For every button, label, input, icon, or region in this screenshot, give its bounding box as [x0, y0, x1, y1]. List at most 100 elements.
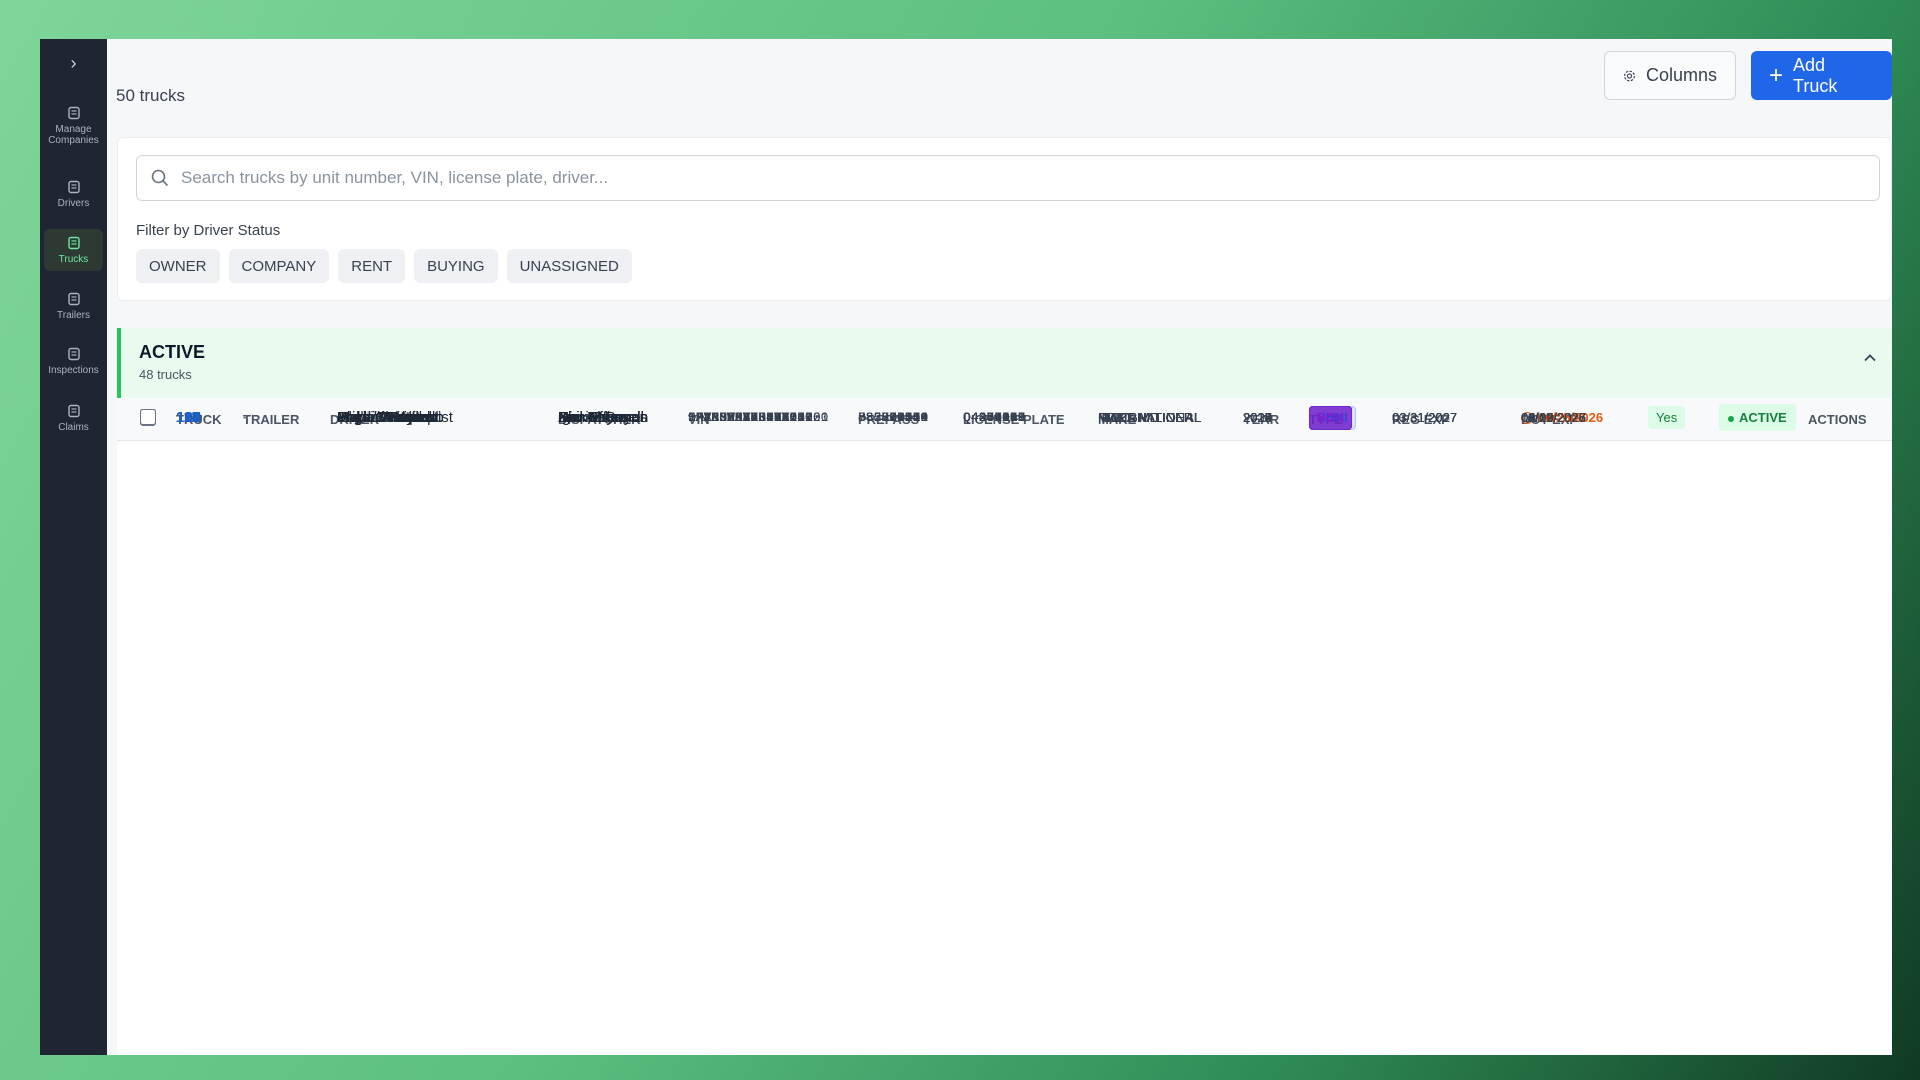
cell-dot-exp: 09/15/2026	[1521, 398, 1586, 437]
dispatcher-value: Nick Brennan	[558, 409, 649, 427]
reg-exp-value: 03/31/2027	[1392, 410, 1458, 426]
cell-prepass: 882769330	[858, 398, 928, 437]
sidebar-item[interactable]: Manage Companies	[44, 99, 103, 152]
column-header: REG EXP	[1392, 412, 1450, 427]
dot-exp-value: 08/25/2026	[1521, 410, 1587, 426]
cell-vin: 3HAEUMM3SL510228	[688, 398, 813, 437]
cell-dispatcher: Igor Petrov	[558, 398, 631, 437]
cell-type: BOX	[1309, 398, 1353, 437]
dot-exp-value: 09/11/2026	[1521, 410, 1586, 426]
trailer-value: -	[243, 409, 248, 427]
cell-make: FREIGHTLINER	[1098, 398, 1193, 437]
truck-link[interactable]: 123	[176, 409, 202, 427]
cell-vin: 3ALACWDX2HDHV040	[688, 398, 813, 437]
cell-vin: 1HTMMML4PH552210	[688, 398, 813, 437]
trailer-value: -	[243, 409, 248, 427]
dot-exp-value: 09/03/2026	[1521, 410, 1587, 426]
sidebar-item[interactable]: Trailers	[44, 285, 103, 327]
prepass-value: 882709554	[858, 410, 929, 426]
driver-name: No driver	[337, 409, 398, 427]
column-header: MAKE	[1098, 412, 1137, 427]
sidebar-icon	[67, 404, 80, 418]
truck-link[interactable]: 124	[176, 409, 202, 427]
type-badge: BOX	[1309, 405, 1353, 430]
truck-link[interactable]: 117	[176, 409, 201, 427]
cell-dispatcher: Ron Maxwell	[558, 398, 644, 437]
cell-dot-exp: 01/09/2027	[1521, 398, 1586, 437]
filter-chip[interactable]: BUYING	[414, 249, 498, 283]
truck-link[interactable]: 116	[176, 409, 201, 427]
section-header[interactable]: ACTIVE 48 trucks	[117, 328, 1892, 398]
make-value: INTERNATIONAL	[1098, 410, 1202, 426]
reg-exp-value: 03/31/2027	[1392, 410, 1458, 426]
plate-value: Q4286281	[963, 410, 1026, 426]
prepass-value: 882897330	[858, 410, 929, 426]
cell-year: 2025	[1243, 398, 1272, 437]
truck-link[interactable]: 125	[176, 409, 202, 427]
make-value: FREIGHTLINER	[1098, 410, 1194, 426]
cell-driver: Priya Sharma	[337, 398, 428, 437]
vin-value: 5PVNJ8GV2G4S603361	[688, 410, 829, 426]
trailer-value: -	[243, 409, 248, 427]
cell-reg-exp: 03/31/2027	[1392, 398, 1457, 437]
truck-link[interactable]: 109	[176, 409, 202, 427]
add-truck-button[interactable]: + Add Truck	[1751, 51, 1892, 100]
filter-label: Filter by Driver Status	[136, 222, 281, 239]
dispatcher-value: Phil Hayes	[558, 409, 630, 427]
cell-vin: 1FVACWF85SHVX337	[688, 398, 813, 437]
cell-driver: No driver	[337, 398, 398, 437]
cell-prepass: 882809001	[858, 398, 928, 437]
truck-link[interactable]: 119	[176, 409, 201, 427]
row-checkbox[interactable]	[140, 409, 156, 425]
driver-name: Olivia Carter	[337, 409, 421, 427]
filter-chip[interactable]: RENT	[338, 249, 406, 283]
prepass-value: 882764700	[858, 410, 929, 426]
filter-chip[interactable]: OWNER	[136, 249, 220, 283]
sidebar-item[interactable]: Trucks	[44, 229, 103, 271]
expand-sidebar[interactable]: ›	[70, 53, 77, 73]
cell-year: 2016	[1243, 398, 1272, 437]
type-badge: BOX	[1309, 405, 1353, 430]
year-value: 2016	[1243, 410, 1272, 426]
cell-vin: 1HTEUMM2LH443077	[688, 398, 813, 437]
truck-link[interactable]: 126	[176, 409, 202, 427]
truck-link[interactable]: 118	[176, 409, 201, 427]
dot-exp-value: 06/25/2026	[1538, 410, 1604, 426]
collapse-icon[interactable]	[1862, 350, 1878, 366]
cell-reg-exp: 03/31/2027	[1392, 398, 1457, 437]
vin-value: 3ALACWF5KDLL2280	[688, 410, 813, 426]
cell-reg-exp: 03/31/2027	[1392, 398, 1457, 437]
cell-prepass: 882764700	[858, 398, 928, 437]
make-value: INTERNATIONAL	[1098, 410, 1202, 426]
columns-button[interactable]: Columns	[1604, 51, 1736, 100]
cell-vin: 1HTEUMM9LH774503	[688, 398, 813, 437]
truck-link[interactable]: 120	[176, 409, 202, 427]
cell-truck: 123	[176, 398, 201, 437]
truck-link[interactable]: 121	[176, 409, 202, 427]
driver-name: Marcus Bennett	[337, 409, 443, 427]
year-value: 2018	[1243, 410, 1272, 426]
filter-chip[interactable]: UNASSIGNED	[506, 249, 632, 283]
vin-value: 1HTEUMM2LH443077	[688, 410, 813, 426]
year-value: 2020	[1243, 410, 1272, 426]
sidebar-item[interactable]: Drivers	[44, 173, 103, 215]
cell-prepass: 882763100	[858, 398, 928, 437]
truck-link[interactable]: 111	[176, 409, 200, 427]
cell-make: INTERNATIONAL	[1098, 398, 1201, 437]
sidebar-item[interactable]: Inspections	[44, 340, 103, 382]
search-input[interactable]: Search trucks by unit number, VIN, licen…	[136, 155, 1880, 201]
vin-value: 1M2DBAA7TS113045	[688, 410, 813, 426]
filter-chip[interactable]: COMPANY	[228, 249, 330, 283]
truck-link[interactable]: 108	[176, 409, 202, 427]
cell-dot-exp: 11/14/2026	[1521, 398, 1585, 437]
truck-link[interactable]: 114	[176, 409, 201, 427]
cell-dot-exp: 09/29/2026	[1521, 398, 1586, 437]
sidebar-item[interactable]: Claims	[44, 397, 103, 439]
truck-link[interactable]: 112	[176, 409, 201, 427]
cell-plate: Q4286290	[963, 398, 1025, 437]
driver-name: Devon Mitchell	[337, 409, 436, 427]
cell-year: 2020	[1243, 398, 1272, 437]
dot-exp-value: 11/14/2026	[1521, 410, 1586, 426]
cell-reg-exp: 03/31/2027	[1392, 398, 1457, 437]
truck-link[interactable]: 106	[176, 409, 202, 427]
